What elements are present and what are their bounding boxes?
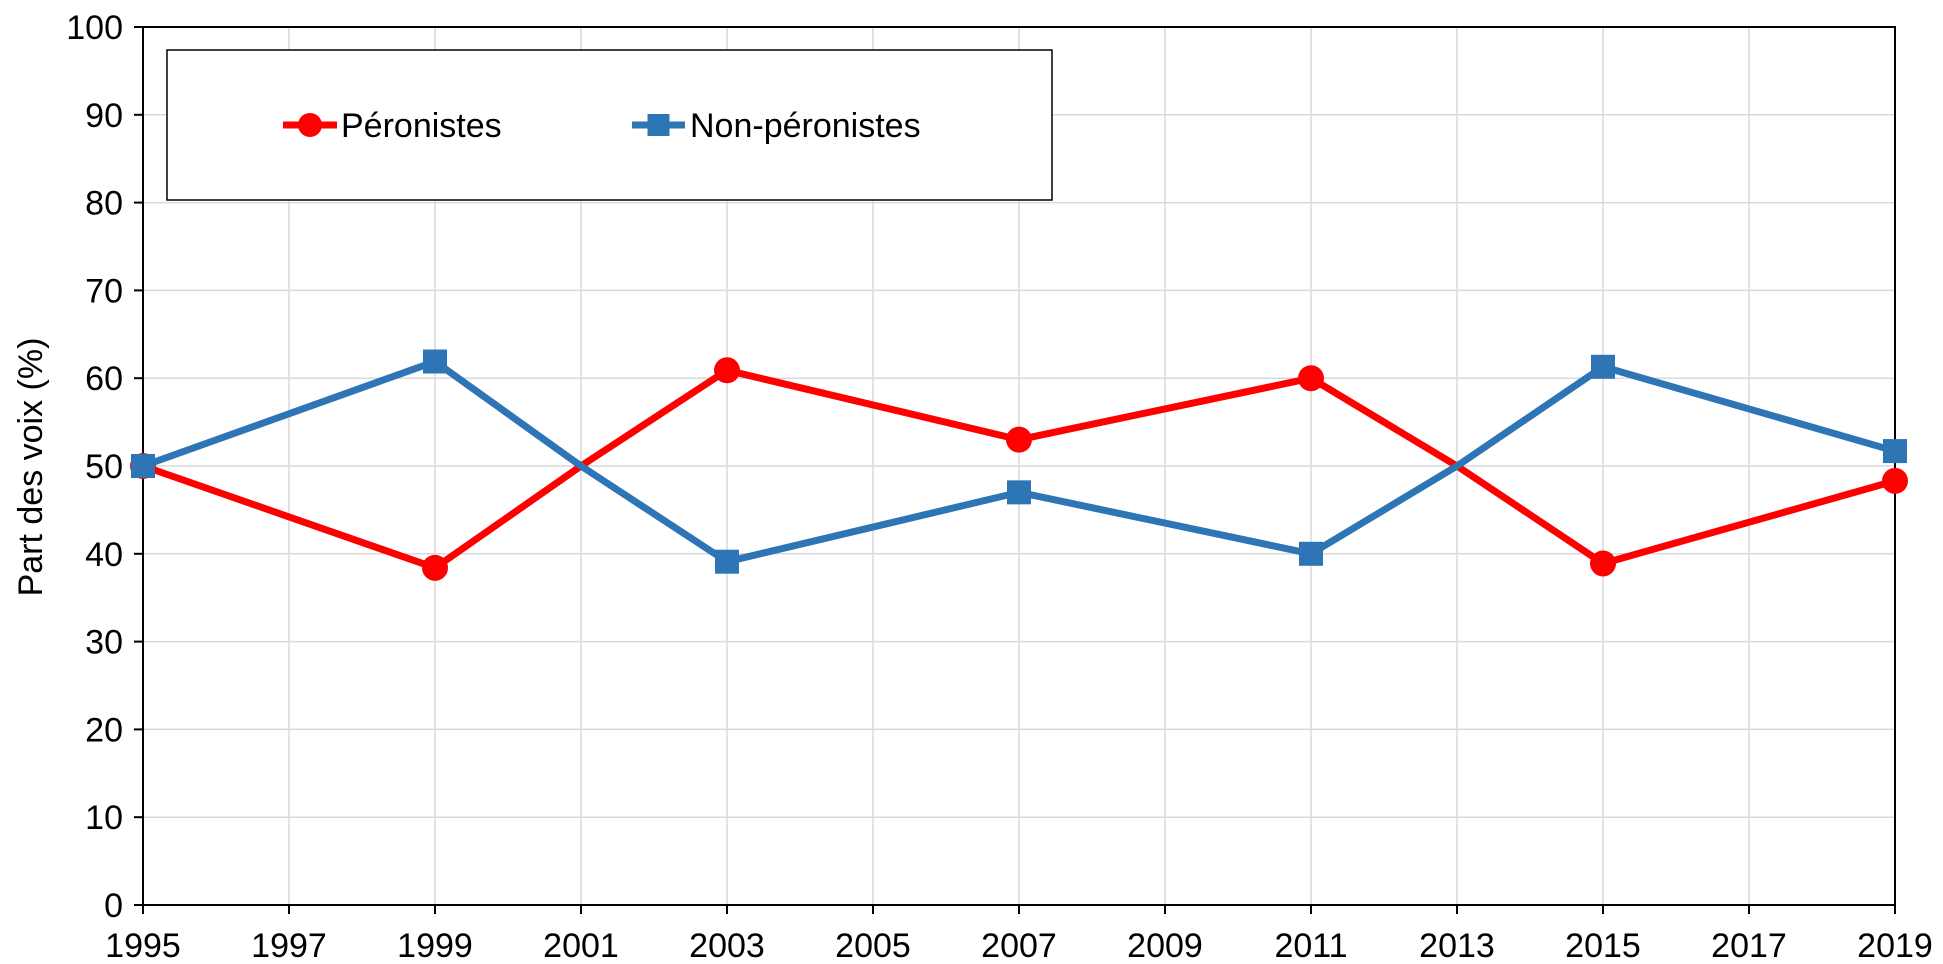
y-tick-label: 100	[66, 9, 123, 47]
data-point	[1007, 480, 1031, 505]
legend-item-peronistes: Péronistes	[283, 107, 502, 145]
legend-label: Péronistes	[341, 107, 502, 145]
data-point	[715, 549, 739, 574]
series-non-peronistes	[131, 349, 1907, 574]
y-axis-title: Part des voix (%)	[12, 338, 50, 597]
x-tick-label: 2005	[835, 927, 911, 964]
legend-marker	[647, 114, 670, 136]
y-tick-label: 30	[85, 624, 123, 662]
x-tick-label: 2019	[1857, 927, 1933, 964]
y-tick-label: 90	[85, 97, 123, 135]
x-tick-label: 1999	[397, 927, 473, 964]
y-tick-label: 0	[104, 887, 123, 925]
data-point	[1298, 365, 1324, 392]
legend-item-non-peronistes: Non-péronistes	[632, 107, 921, 145]
x-tick-label: 1995	[105, 927, 181, 964]
x-tick-label: 2003	[689, 927, 765, 964]
data-point	[423, 349, 447, 374]
data-point	[714, 357, 740, 384]
x-tick-label: 1997	[251, 927, 327, 964]
data-point	[131, 454, 155, 478]
legend: Péronistes Non-péronistes	[166, 49, 1053, 201]
y-tick-label: 50	[85, 448, 123, 486]
x-axis: 1995 1997 1999 2001 2003 2005 2007 2009 2011 2013…	[105, 905, 1933, 964]
x-tick-label: 2001	[543, 927, 619, 964]
y-axis: 0 10 20 30 40 50 60 70 80 90 100	[66, 9, 143, 925]
series-layer	[130, 349, 1908, 581]
y-tick-label: 80	[85, 185, 123, 223]
data-point	[1883, 439, 1907, 464]
data-point	[422, 554, 448, 581]
x-tick-label: 2009	[1127, 927, 1203, 964]
x-tick-label: 2015	[1565, 927, 1641, 964]
y-tick-label: 70	[85, 272, 123, 310]
data-point	[1591, 354, 1615, 379]
data-point	[1006, 426, 1032, 453]
x-tick-label: 2017	[1711, 927, 1787, 964]
legend-marker	[298, 113, 322, 137]
data-point	[1590, 550, 1616, 577]
y-tick-label: 40	[85, 536, 123, 574]
y-tick-label: 10	[85, 799, 123, 837]
data-point	[1299, 541, 1323, 566]
y-tick-label: 60	[85, 360, 123, 398]
legend-label: Non-péronistes	[690, 107, 921, 145]
x-tick-label: 2007	[981, 927, 1057, 964]
x-tick-label: 2011	[1274, 927, 1347, 964]
data-point	[1882, 467, 1908, 494]
x-tick-label: 2013	[1419, 927, 1495, 964]
y-tick-label: 20	[85, 711, 123, 749]
